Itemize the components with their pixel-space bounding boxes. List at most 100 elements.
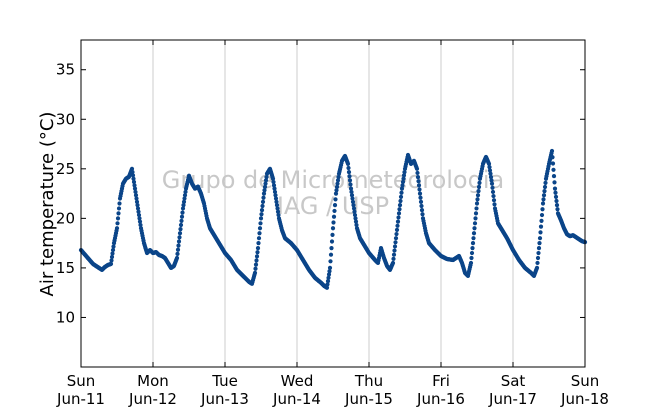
data-point-193 <box>175 251 180 256</box>
data-point-112 <box>134 199 140 204</box>
data-point-826 <box>491 198 497 203</box>
data-point-356 <box>256 236 262 241</box>
x-tick-day-2: Tue <box>211 372 238 390</box>
data-point-198 <box>177 231 183 236</box>
data-point-820 <box>488 174 494 180</box>
plot-frame <box>80 39 586 368</box>
data-point-791 <box>474 206 479 211</box>
data-point-108 <box>132 186 138 191</box>
data-point-672 <box>414 166 420 171</box>
data-point-197 <box>177 235 182 240</box>
data-point-541 <box>349 189 354 195</box>
data-point-507 <box>332 208 337 214</box>
data-point-630 <box>393 236 399 241</box>
y-tick-label-3: 25 <box>56 160 75 178</box>
data-point-679 <box>418 195 423 200</box>
data-point-351 <box>254 258 259 263</box>
data-point-352 <box>254 254 260 259</box>
data-point-540 <box>348 186 354 191</box>
data-point-548 <box>352 212 358 218</box>
data-point-506 <box>331 214 337 219</box>
x-tick-day-7: Sun <box>571 372 600 390</box>
data-point-794 <box>475 193 481 198</box>
y-axis-ticks: 10 15 20 25 30 35 <box>56 61 585 326</box>
data-point-913 <box>535 260 540 266</box>
data-point-797 <box>477 180 482 185</box>
data-point-119 <box>138 222 143 228</box>
data-point-350 <box>253 262 259 267</box>
data-point-919 <box>538 230 543 235</box>
data-point-543 <box>350 196 355 201</box>
x-tick-date-2: Jun-13 <box>200 390 249 408</box>
data-point-632 <box>394 227 400 233</box>
data-point-355 <box>256 241 261 246</box>
data-point-354 <box>255 245 261 251</box>
data-point-542 <box>349 193 355 198</box>
data-point-73 <box>115 221 120 226</box>
data-point-821 <box>489 178 494 183</box>
data-point-385 <box>271 179 276 185</box>
data-point-633 <box>395 223 400 228</box>
data-point-793 <box>475 197 480 202</box>
data-point-549 <box>353 216 358 221</box>
data-point-538 <box>347 178 353 183</box>
x-tick-day-5: Fri <box>432 372 450 390</box>
data-point-639 <box>398 198 403 204</box>
data-point-204 <box>180 206 186 211</box>
y-tick-label-5: 35 <box>56 61 75 79</box>
data-point-353 <box>255 250 260 255</box>
data-point-366 <box>261 191 267 196</box>
data-point-201 <box>179 218 184 223</box>
data-point-823 <box>490 185 495 190</box>
data-point-920 <box>538 224 544 229</box>
data-point-673 <box>415 170 420 176</box>
data-point-951 <box>554 198 559 204</box>
data-point-511 <box>334 188 339 193</box>
x-axis-ticks: SunJun-11MonJun-12TueJun-13WedJun-14ThuJ… <box>56 40 609 408</box>
data-point-75 <box>116 211 121 216</box>
data-point-781 <box>469 255 474 261</box>
data-point-504 <box>330 226 336 231</box>
data-point-395 <box>276 212 281 218</box>
data-point-946 <box>551 173 557 179</box>
data-point-551 <box>354 222 359 228</box>
data-point-394 <box>275 209 281 214</box>
data-point-634 <box>395 219 401 224</box>
data-point-65 <box>111 244 116 249</box>
data-point-640 <box>398 194 404 199</box>
data-point-824 <box>490 189 496 195</box>
data-point-786 <box>471 231 477 236</box>
data-point-62 <box>109 254 115 260</box>
data-point-364 <box>260 199 266 204</box>
data-point-502 <box>329 239 335 244</box>
data-point-922 <box>539 212 545 218</box>
data-point-818 <box>487 168 493 173</box>
data-point-508 <box>332 203 338 208</box>
x-tick-day-6: Sat <box>501 372 526 390</box>
data-point-388 <box>272 189 278 195</box>
data-point-493 <box>325 282 330 287</box>
data-point-624 <box>390 260 396 266</box>
data-point-370 <box>263 178 269 183</box>
data-point-348 <box>252 270 258 275</box>
y-tick-label-4: 30 <box>56 110 75 128</box>
data-point-780 <box>468 260 474 266</box>
data-point-76 <box>116 206 122 211</box>
data-point-536 <box>346 170 352 175</box>
data-point-371 <box>264 174 269 180</box>
data-point-106 <box>131 179 137 185</box>
data-point-682 <box>419 208 425 213</box>
data-point-943 <box>550 155 555 160</box>
data-point-390 <box>273 196 279 201</box>
data-point-785 <box>471 236 476 241</box>
data-point-676 <box>416 183 422 188</box>
data-point-929 <box>543 180 548 185</box>
data-point-647 <box>402 170 407 175</box>
data-point-942 <box>549 148 555 154</box>
data-point-109 <box>133 189 138 195</box>
data-point-192 <box>174 255 180 261</box>
data-point-915 <box>536 250 541 256</box>
data-point-816 <box>486 161 492 166</box>
data-point-782 <box>469 250 475 256</box>
data-point-627 <box>392 248 397 253</box>
